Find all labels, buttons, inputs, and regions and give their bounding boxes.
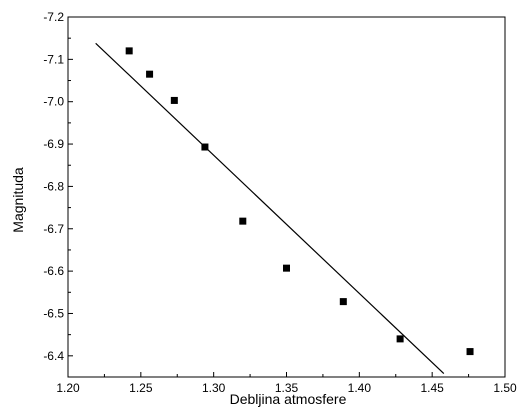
y-tick-label: -6.9 bbox=[43, 137, 64, 151]
y-tick-label: -7.0 bbox=[43, 95, 64, 109]
data-point bbox=[125, 47, 133, 55]
y-tick-label: -6.8 bbox=[43, 179, 64, 193]
data-point bbox=[396, 335, 404, 343]
x-axis: 1.20 1.25 1.30 1.35 1.40 1.45 1.50 bbox=[56, 372, 517, 395]
plot-frame bbox=[67, 16, 506, 378]
data-point bbox=[170, 96, 178, 104]
y-axis: -7.2 -7.1 -7.0 -6.9 -6.8 -6.7 -6.6 -6.5 -6.4 bbox=[43, 10, 73, 378]
y-tick-label: -6.5 bbox=[43, 306, 64, 320]
x-tick-label: 1.50 bbox=[493, 381, 517, 395]
y-axis-title: Magnituda bbox=[10, 167, 26, 233]
y-tick-label: -6.7 bbox=[43, 222, 64, 236]
data-point bbox=[339, 298, 347, 306]
data-point bbox=[466, 348, 474, 356]
x-tick-label: 1.30 bbox=[202, 381, 226, 395]
y-tick-label: -7.2 bbox=[43, 10, 64, 24]
fit-line bbox=[95, 42, 445, 375]
data-point bbox=[146, 70, 154, 78]
x-tick-label: 1.45 bbox=[420, 381, 444, 395]
data-point bbox=[239, 217, 247, 225]
data-point bbox=[283, 264, 290, 272]
data-point bbox=[201, 143, 209, 151]
x-tick-label: 1.25 bbox=[129, 381, 153, 395]
plot-area bbox=[67, 16, 506, 378]
y-tick-label: -6.6 bbox=[43, 264, 64, 278]
data-points bbox=[125, 47, 474, 356]
x-tick-label: 1.35 bbox=[275, 381, 299, 395]
x-tick-label: 1.40 bbox=[348, 381, 372, 395]
y-tick-label: -7.1 bbox=[43, 52, 64, 66]
x-axis-title: Debljina atmosfere bbox=[230, 391, 347, 407]
x-tick-label: 1.20 bbox=[56, 381, 80, 395]
y-tick-label: -6.4 bbox=[43, 349, 64, 363]
fit-line-group bbox=[95, 42, 445, 375]
